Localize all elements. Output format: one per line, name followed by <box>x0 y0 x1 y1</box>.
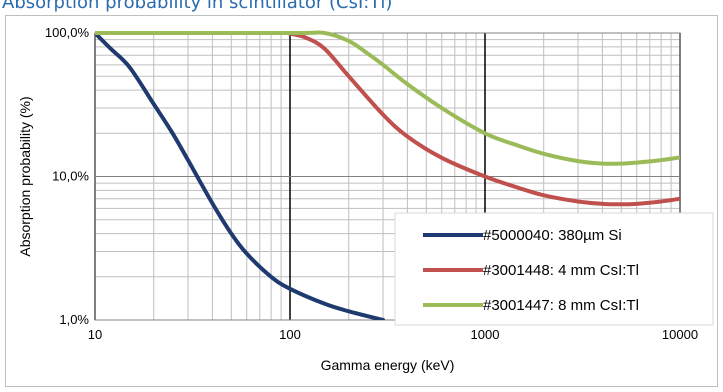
legend-label-2: #3001448: 4 mm CsI:Tl <box>483 262 639 279</box>
x-axis-title: Gamma energy (keV) <box>321 357 455 373</box>
series-line-3 <box>95 30 680 166</box>
x-tick-label: 100 <box>279 327 301 342</box>
x-tick-label: 1000 <box>471 327 500 342</box>
series-line-2 <box>95 30 680 207</box>
page-title: Absorption probability in scintillator (… <box>2 0 393 12</box>
x-tick-label: 10000 <box>662 327 698 342</box>
y-tick-label: 100,0% <box>45 25 90 40</box>
series-layer <box>95 30 680 320</box>
y-tick-label: 10,0% <box>52 169 89 184</box>
series-line-1 <box>95 31 386 320</box>
y-tick-label: 1,0% <box>59 312 89 327</box>
x-tick-labels: 10 100 1000 10000 <box>88 327 698 342</box>
legend-items: #5000040: 380µm Si #3001448: 4 mm CsI:Tl #… <box>423 227 639 314</box>
y-axis-title: Absorption probability (%) <box>17 96 33 256</box>
y-tick-labels: 1,0% 10,0% 100,0% <box>45 25 90 327</box>
x-tick-label: 10 <box>88 327 102 342</box>
plot-border <box>94 32 681 321</box>
legend: #5000040: 380µm Si #3001448: 4 mm CsI:Tl #… <box>394 212 714 326</box>
legend-label-1: #5000040: 380µm Si <box>483 227 622 244</box>
legend-label-3: #3001447: 8 mm CsI:Tl <box>483 297 639 314</box>
